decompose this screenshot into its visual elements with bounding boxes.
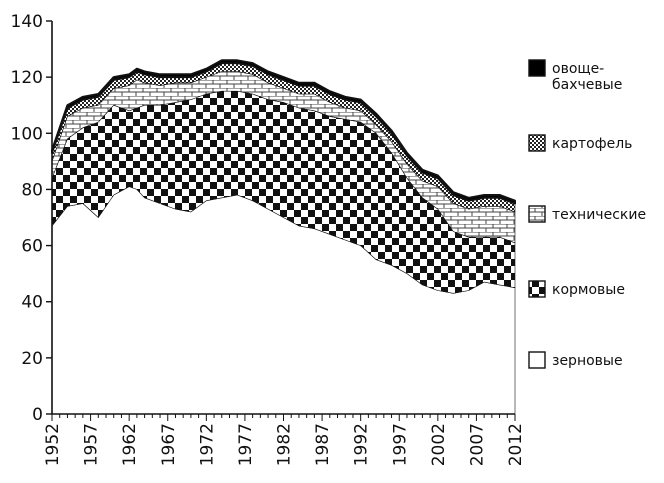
y-tick-label: 40 [21, 293, 43, 313]
legend: овоще-бахчевые картофель технические кормов… [528, 59, 646, 369]
small-diamond-pattern-swatch-icon [528, 134, 546, 152]
x-tick-label: 1967 [159, 423, 179, 466]
x-tick-label: 1962 [120, 423, 140, 466]
legend-item: зерновые [528, 351, 623, 369]
legend-label: технические [552, 207, 646, 223]
legend-label: кормовые [552, 282, 625, 298]
y-tick-label: 100 [11, 124, 43, 144]
legend-label: зерновые [552, 353, 623, 369]
legend-item: кормовые [528, 280, 625, 298]
y-tick-label: 20 [21, 349, 43, 369]
legend-label: бахчевые [552, 77, 622, 93]
axes: 0 20 40 60 80 100 120 140 1952 1957 1962 1967 1972 19… [11, 12, 526, 466]
x-tick-label: 2002 [429, 423, 449, 466]
x-tick-label: 1977 [236, 423, 256, 466]
x-tick-label: 1982 [275, 423, 295, 466]
x-tick-label: 1952 [43, 423, 63, 466]
checker-pattern-swatch-icon [528, 280, 546, 298]
x-tick-label: 1987 [313, 423, 333, 466]
legend-label: картофель [552, 136, 632, 152]
area-series-4 [51, 59, 516, 205]
x-tick-label: 1957 [82, 423, 102, 466]
x-tick-label: 1992 [352, 423, 372, 466]
legend-item: технические [528, 205, 646, 223]
y-tick-label: 80 [21, 180, 43, 200]
x-tick-label: 2007 [467, 423, 487, 466]
legend-item: овоще-бахчевые [528, 59, 622, 93]
y-tick-label: 120 [11, 68, 43, 88]
x-tick-label: 1997 [390, 423, 410, 466]
x-tick-label: 1972 [197, 423, 217, 466]
y-tick-label: 60 [21, 237, 43, 257]
y-tick-label: 0 [32, 405, 43, 425]
brick-pattern-swatch-icon [528, 205, 546, 223]
solid-black-swatch-icon [528, 59, 546, 77]
empty-swatch-icon [528, 351, 546, 369]
legend-item: картофель [528, 134, 632, 152]
y-tick-label: 140 [11, 12, 43, 32]
legend-label: овоще- [552, 61, 604, 77]
x-tick-label: 2012 [506, 423, 526, 466]
area-layers [51, 59, 516, 415]
